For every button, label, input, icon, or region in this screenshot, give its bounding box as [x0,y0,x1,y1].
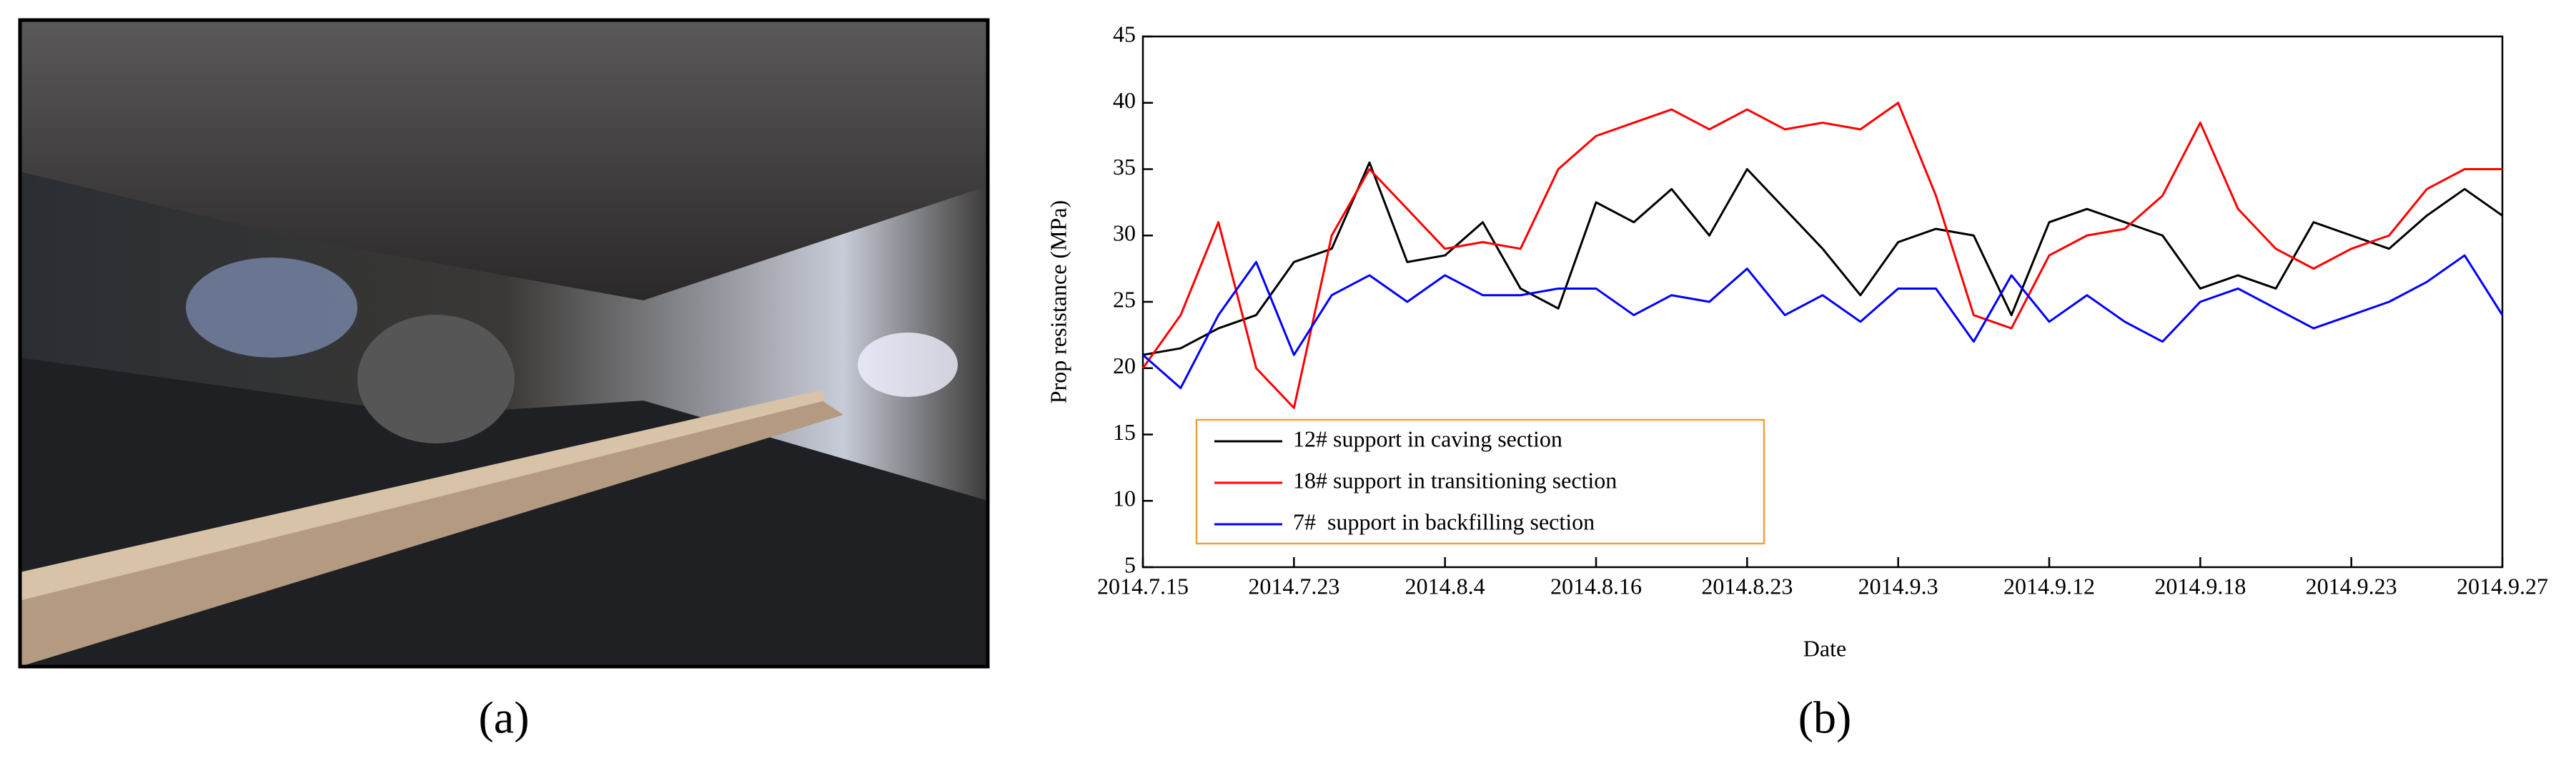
x-tick-label: 2014.9.12 [2003,573,2095,599]
x-tick-label: 2014.8.16 [1550,573,1642,599]
x-tick-label: 2014.9.23 [2306,573,2397,599]
y-tick-label: 45 [1113,21,1136,46]
panel-label: (b) [1798,692,1852,743]
x-tick-label: 2014.9.3 [1858,573,1938,599]
y-tick-label: 15 [1113,419,1136,445]
y-tick-label: 5 [1124,551,1136,577]
y-tick-label: 20 [1113,353,1136,378]
legend-label: 12# support in caving section [1293,426,1562,451]
x-tick-label: 2014.7.15 [1097,573,1189,599]
x-tick-label: 2014.8.4 [1405,573,1485,599]
y-tick-label: 30 [1113,220,1136,246]
y-axis-label: Prop resistance (MPa) [1045,200,1071,403]
series-line [1142,254,2504,390]
series-line [1141,102,2502,409]
y-tick-label: 25 [1113,286,1136,312]
legend-label: 7# support in backfilling section [1293,509,1595,534]
y-tick-label: 10 [1113,486,1136,511]
photo [18,18,990,669]
legend-label: 18# support in transitioning section [1293,467,1617,493]
x-tick-label: 2014.9.18 [2154,573,2246,599]
y-tick-label: 35 [1113,154,1136,180]
x-axis-label: Date [1803,635,1846,661]
x-tick-label: 2014.9.27 [2457,573,2548,599]
panel-label: (a) [478,692,529,743]
series-line [1142,161,2503,356]
legend-box [1195,418,1765,545]
x-tick-label: 2014.7.23 [1248,573,1339,599]
x-tick-label: 2014.8.23 [1701,573,1793,599]
y-tick-label: 40 [1113,87,1136,113]
